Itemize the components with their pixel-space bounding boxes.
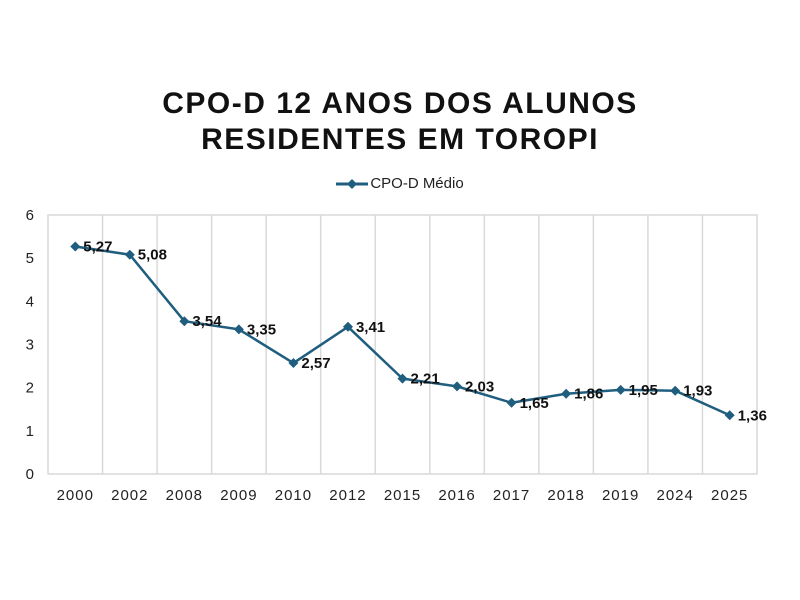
data-label: 1,95 (629, 382, 658, 399)
data-point-marker (397, 373, 408, 384)
chart-title-line-2: RESIDENTES EM TOROPI (201, 123, 599, 156)
data-point-marker (342, 321, 353, 332)
data-label: 2,21 (411, 371, 440, 388)
legend: CPO-D Médio (0, 175, 800, 192)
x-tick-label: 2017 (493, 487, 530, 504)
y-tick-label: 3 (26, 337, 34, 354)
data-label: 1,36 (738, 407, 767, 424)
data-label: 2,03 (465, 378, 494, 395)
y-tick-label: 0 (26, 466, 34, 483)
legend-line-marker-icon (336, 178, 369, 189)
data-point-marker (233, 324, 244, 335)
x-tick-label: 2009 (220, 487, 257, 504)
x-tick-label: 2012 (329, 487, 366, 504)
chart-title: CPO-D 12 ANOS DOS ALUNOS RESIDENTES EM T… (0, 86, 800, 158)
legend-label: CPO-D Médio (370, 175, 464, 192)
data-point-marker (288, 358, 299, 369)
x-tick-label: 2010 (275, 487, 312, 504)
data-point-marker (124, 249, 135, 260)
data-point-marker (561, 388, 572, 399)
x-tick-label: 2008 (166, 487, 203, 504)
x-tick-label: 2019 (602, 487, 639, 504)
x-tick-label: 2018 (547, 487, 584, 504)
data-label: 1,86 (574, 386, 603, 403)
y-tick-label: 1 (26, 423, 34, 440)
x-tick-label: 2025 (711, 487, 748, 504)
x-tick-label: 2015 (384, 487, 421, 504)
data-label: 3,54 (192, 313, 222, 330)
x-tick-label: 2000 (57, 487, 94, 504)
y-tick-label: 6 (26, 207, 34, 224)
y-tick-label: 2 (26, 380, 34, 397)
data-label: 5,08 (138, 247, 167, 264)
data-label: 3,35 (247, 321, 276, 338)
data-point-marker (724, 410, 735, 421)
data-point-marker (615, 384, 626, 395)
data-point-marker (506, 397, 517, 408)
plot-area-border (47, 214, 758, 475)
y-tick-label: 5 (26, 250, 34, 267)
x-tick-label: 2024 (657, 487, 694, 504)
data-label: 3,41 (356, 319, 385, 336)
data-point-marker (70, 241, 81, 252)
data-point-marker (670, 385, 681, 396)
chart-title-line-1: CPO-D 12 ANOS DOS ALUNOS (162, 87, 638, 120)
y-tick-label: 4 (26, 293, 34, 310)
data-label: 1,65 (520, 395, 549, 412)
data-label: 2,57 (301, 355, 330, 372)
data-point-marker (179, 316, 190, 327)
data-point-marker (452, 381, 463, 392)
data-label: 5,27 (83, 239, 112, 256)
x-tick-label: 2002 (111, 487, 148, 504)
x-tick-label: 2016 (438, 487, 475, 504)
data-label: 1,93 (683, 383, 712, 400)
